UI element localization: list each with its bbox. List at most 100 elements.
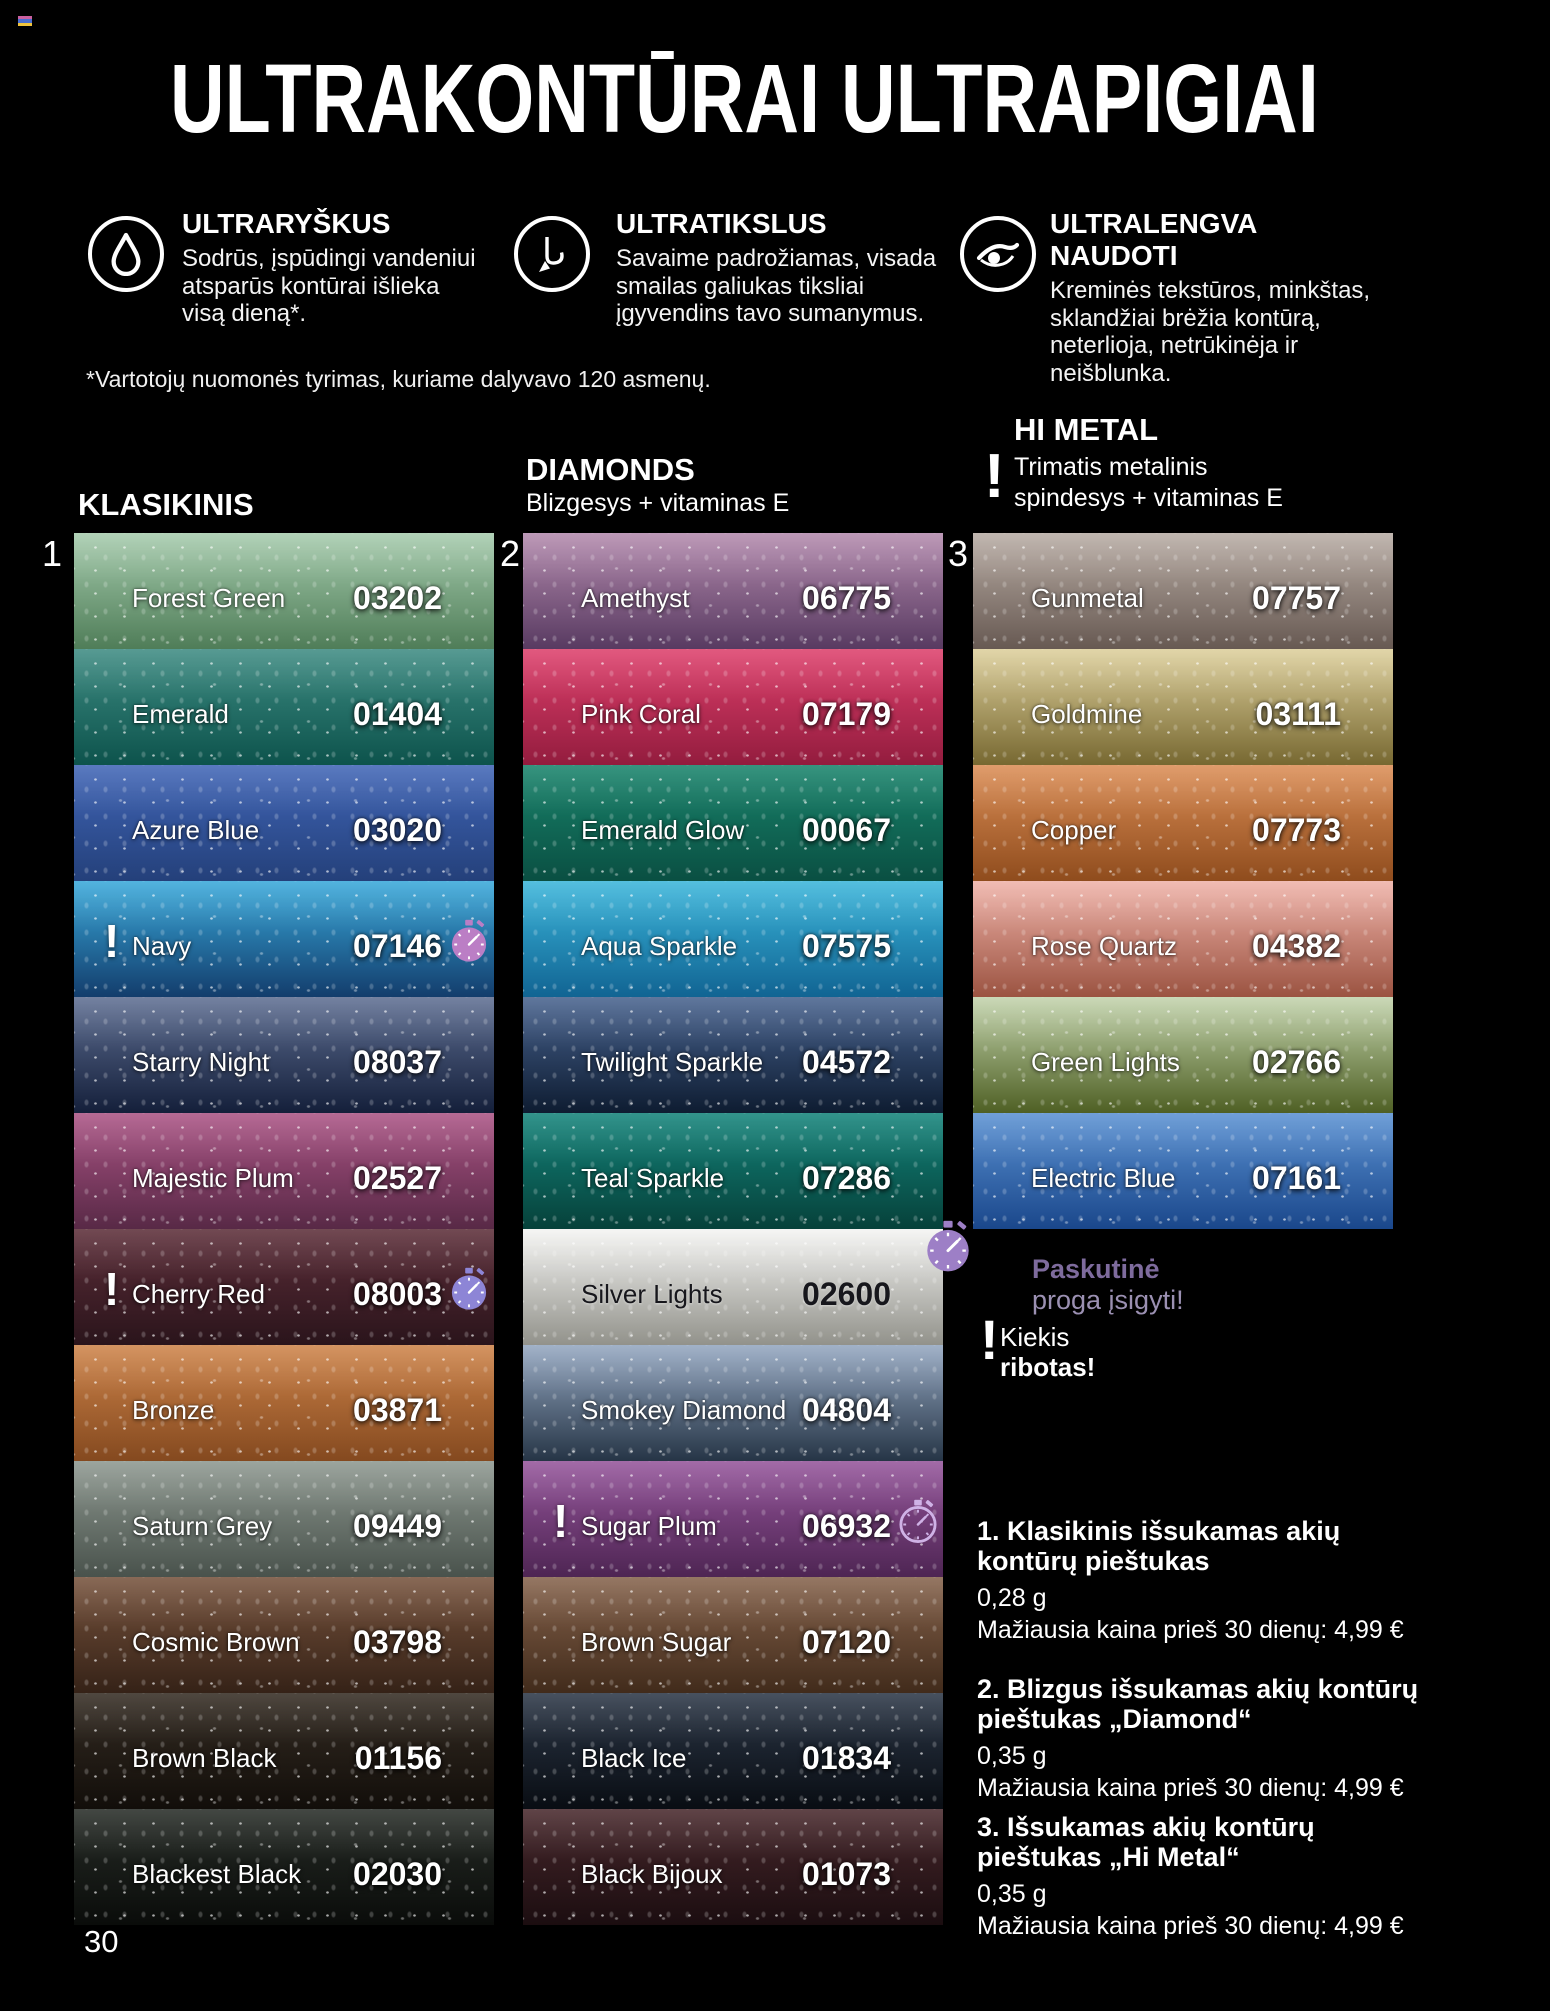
column-title-diamonds: DIAMONDS [526, 452, 695, 487]
shade-row-aqua-sparkle: Aqua Sparkle 07575 [523, 881, 943, 997]
swatch-column-hi-metal: Gunmetal 07757 Goldmine 03111 Copper 07773 Ros… [973, 533, 1393, 1229]
shade-row-gunmetal: Gunmetal 07757 [973, 533, 1393, 649]
shade-row-cosmic-brown: Cosmic Brown 03798 [74, 1577, 494, 1693]
shade-row-majestic-plum: Majestic Plum 02527 [74, 1113, 494, 1229]
shade-row-amethyst: Amethyst 06775 [523, 533, 943, 649]
column-title-hi-metal: HI METAL [1014, 412, 1159, 447]
last-chance-stopwatch-icon [451, 1267, 487, 1310]
product-description-1: 1. Klasikinis išsukamas akių kontūrų pie… [977, 1516, 1452, 1645]
shade-code: 08003 [353, 1275, 442, 1312]
shade-name: Green Lights [1031, 1046, 1180, 1077]
eye-icon [960, 216, 1036, 292]
column-number-1: 1 [42, 533, 63, 574]
last-chance-line1: Paskutinė [1032, 1254, 1160, 1284]
shade-row-rose-quartz: Rose Quartz 04382 [973, 881, 1393, 997]
page-title: ULTRAKONTŪRAI ULTRAPIGIAI [170, 44, 1319, 153]
shade-name: Gunmetal [1031, 582, 1144, 613]
swatch-column-diamonds: Amethyst 06775 Pink Coral 07179 Emerald Glow… [523, 533, 943, 1925]
shade-row-teal-sparkle: Teal Sparkle 07286 [523, 1113, 943, 1229]
shade-row-twilight-sparkle: Twilight Sparkle 04572 [523, 997, 943, 1113]
shade-row-smokey-diamond: Smokey Diamond 04804 [523, 1345, 943, 1461]
shade-code: 04804 [802, 1391, 891, 1428]
feature-heading: ULTRARYŠKUS [182, 208, 391, 239]
shade-name: Silver Lights [581, 1278, 723, 1309]
feature-text: Sodrūs, įspūdingi vandeniui atsparūs kon… [182, 245, 476, 327]
shade-row-azure-blue: Azure Blue 03020 [74, 765, 494, 881]
feature-text: Savaime padrožiamas, visada smailas gali… [616, 245, 937, 327]
shade-code: 07575 [802, 927, 891, 964]
shade-name: Cherry Red [132, 1278, 265, 1309]
shade-row-bronze: Bronze 03871 [74, 1345, 494, 1461]
shade-name: Brown Sugar [581, 1626, 732, 1657]
shade-name: Azure Blue [132, 814, 260, 845]
shade-code: 01156 [354, 1739, 442, 1776]
column-number-3: 3 [948, 533, 969, 574]
shade-row-forest-green: Forest Green 03202 [74, 533, 494, 649]
limited-quantity-icon: ! [553, 1495, 569, 1548]
shade-code: 03202 [353, 579, 442, 616]
shade-code: 04382 [1252, 927, 1341, 964]
shade-name: Amethyst [581, 582, 690, 613]
last-chance-stopwatch-icon [451, 919, 487, 962]
shade-code: 07120 [802, 1623, 891, 1660]
droplet-icon [88, 216, 164, 292]
last-chance-stopwatch-icon [899, 1499, 937, 1544]
shade-code: 02030 [353, 1855, 442, 1892]
shade-row-sugar-plum: ! Sugar Plum 06932 [523, 1461, 943, 1577]
shade-name: Navy [132, 930, 192, 961]
shade-code: 03798 [353, 1623, 442, 1660]
shade-name: Cosmic Brown [132, 1626, 300, 1657]
shade-code: 07161 [1252, 1159, 1341, 1196]
product-weight: 0,28 g [977, 1584, 1047, 1612]
shade-name: Rose Quartz [1031, 930, 1177, 961]
shade-name: Forest Green [132, 582, 286, 613]
shade-name: Smokey Diamond [581, 1394, 787, 1425]
product-weight: 0,35 g [977, 1742, 1047, 1770]
shade-name: Electric Blue [1031, 1162, 1176, 1193]
swatch-column-klasikinis: Forest Green 03202 Emerald 01404 Azure Blue 0… [74, 533, 494, 1925]
shade-code: 04572 [802, 1043, 891, 1080]
shade-row-navy: ! Navy 07146 [74, 881, 494, 997]
shade-name: Twilight Sparkle [581, 1046, 764, 1077]
shade-row-cherry-red: ! Cherry Red 08003 [74, 1229, 494, 1345]
shade-name: Emerald [132, 698, 229, 729]
shade-name: Black Bijoux [581, 1858, 723, 1889]
shade-row-green-lights: Green Lights 02766 [973, 997, 1393, 1113]
limited-quantity-icon: ! [104, 915, 120, 968]
product-price-note: Mažiausia kaina prieš 30 dienų: 4,99 € [977, 1774, 1404, 1802]
corner-flag-icon [18, 16, 32, 26]
shade-name: Starry Night [132, 1046, 270, 1077]
shade-row-brown-black: Brown Black 01156 [74, 1693, 494, 1809]
feature-ultralengva: ULTRALENGVA NAUDOTI Kreminės tekstūros, … [1050, 208, 1380, 387]
shade-code: 09449 [353, 1507, 442, 1544]
shade-row-electric-blue: Electric Blue 07161 [973, 1113, 1393, 1229]
feature-text: Kreminės tekstūros, minkštas, sklandžiai… [1050, 277, 1371, 387]
product-weight: 0,35 g [977, 1880, 1047, 1908]
shade-name: Sugar Plum [581, 1510, 717, 1541]
shade-code: 01073 [802, 1855, 891, 1892]
shade-code: 02600 [802, 1275, 891, 1312]
product-heading: 2. Blizgus išsukamas akių kontūrų pieštu… [977, 1674, 1419, 1734]
column-title-klasikinis: KLASIKINIS [78, 487, 254, 522]
shade-name: Majestic Plum [132, 1162, 294, 1193]
last-chance-line2: proga įsigyti! [1032, 1285, 1184, 1315]
shade-name: Teal Sparkle [581, 1162, 725, 1193]
footnote: *Vartotojų nuomonės tyrimas, kuriame dal… [86, 366, 711, 392]
product-description-2: 2. Blizgus išsukamas akių kontūrų pieštu… [977, 1674, 1452, 1803]
shade-row-starry-night: Starry Night 08037 [74, 997, 494, 1113]
product-price-note: Mažiausia kaina prieš 30 dienų: 4,99 € [977, 1912, 1404, 1940]
shade-code: 02766 [1252, 1043, 1341, 1080]
shade-code: 07179 [802, 695, 891, 732]
column-subtitle-diamonds: Blizgesys + vitaminas E [526, 489, 790, 517]
last-chance-stopwatch-icon [927, 1220, 969, 1272]
shade-row-blackest-black: Blackest Black 02030 [74, 1809, 494, 1925]
shade-row-black-bijoux: Black Bijoux 01073 [523, 1809, 943, 1925]
shade-code: 06775 [802, 579, 891, 616]
shade-name: Emerald Glow [581, 814, 745, 845]
shade-name: Aqua Sparkle [581, 930, 738, 961]
shade-name: Blackest Black [132, 1858, 302, 1889]
product-description-3: 3. Išsukamas akių kontūrų pieštukas „Hi … [977, 1812, 1452, 1941]
shade-row-saturn-grey: Saturn Grey 09449 [74, 1461, 494, 1577]
shade-code: 07757 [1252, 579, 1341, 616]
